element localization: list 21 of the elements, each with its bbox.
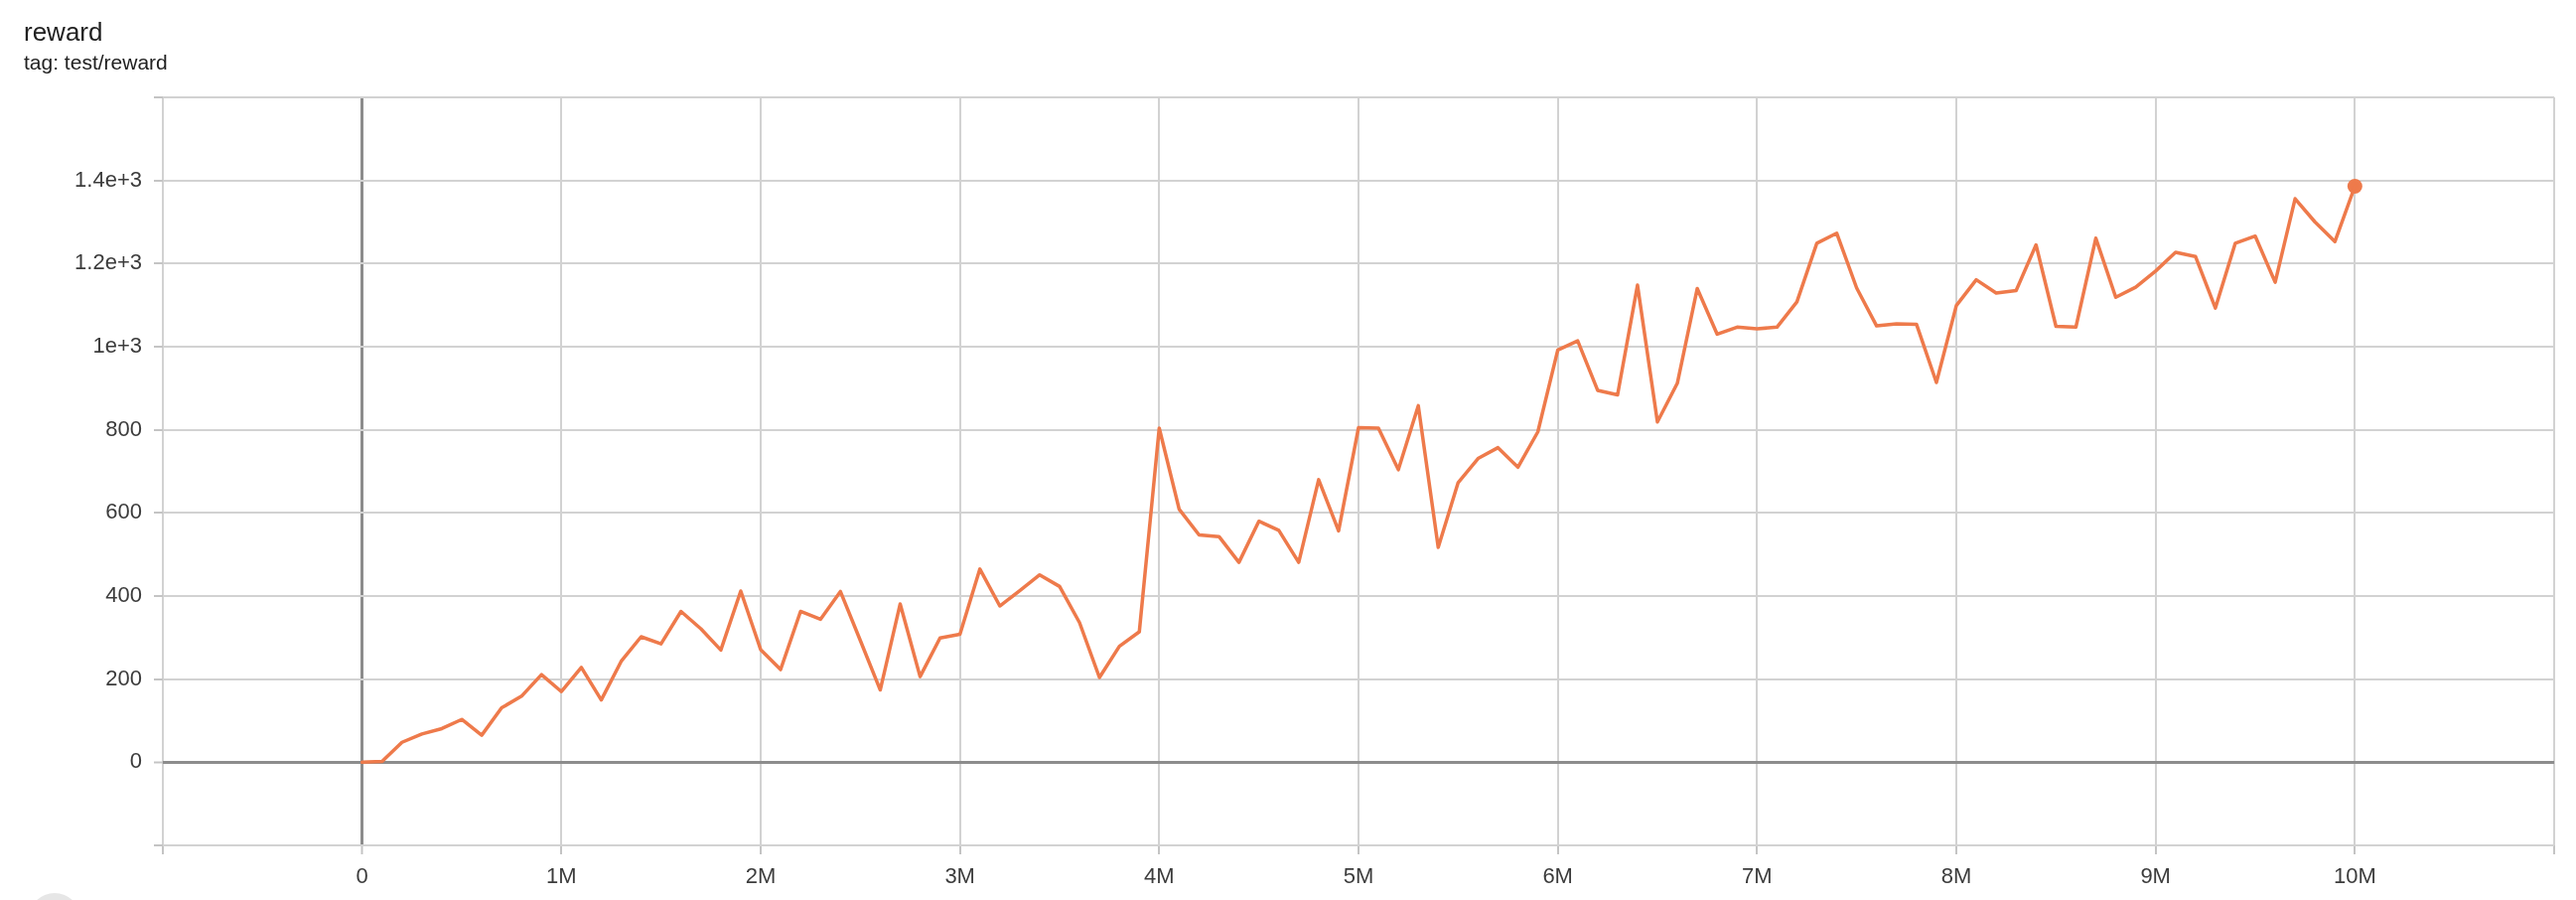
y-tick-label: 600 — [105, 499, 142, 525]
x-tick-label: 3M — [944, 863, 975, 889]
chart-subtitle: tag: test/reward — [24, 50, 168, 75]
y-tick-label: 1.4e+3 — [74, 166, 142, 192]
x-tick-label: 2M — [745, 863, 777, 889]
x-tick-label: 7M — [1742, 863, 1773, 889]
y-tick-label: 0 — [129, 748, 142, 774]
y-tick-label: 800 — [105, 415, 142, 441]
x-tick-label: 9M — [2140, 863, 2171, 889]
y-tick-label: 1e+3 — [92, 333, 142, 359]
x-tick-label: 4M — [1144, 863, 1175, 889]
x-tick-label: 8M — [1940, 863, 1972, 889]
chart-title: reward — [24, 17, 103, 47]
x-tick-label: 10M — [2333, 863, 2376, 889]
x-tick-label: 0 — [356, 863, 368, 889]
x-tick-label: 6M — [1542, 863, 1573, 889]
x-tick-label: 5M — [1343, 863, 1374, 889]
y-tick-label: 200 — [105, 665, 142, 690]
y-tick-label: 1.2e+3 — [74, 249, 142, 275]
x-tick-label: 1M — [546, 863, 577, 889]
y-tick-label: 400 — [105, 582, 142, 608]
